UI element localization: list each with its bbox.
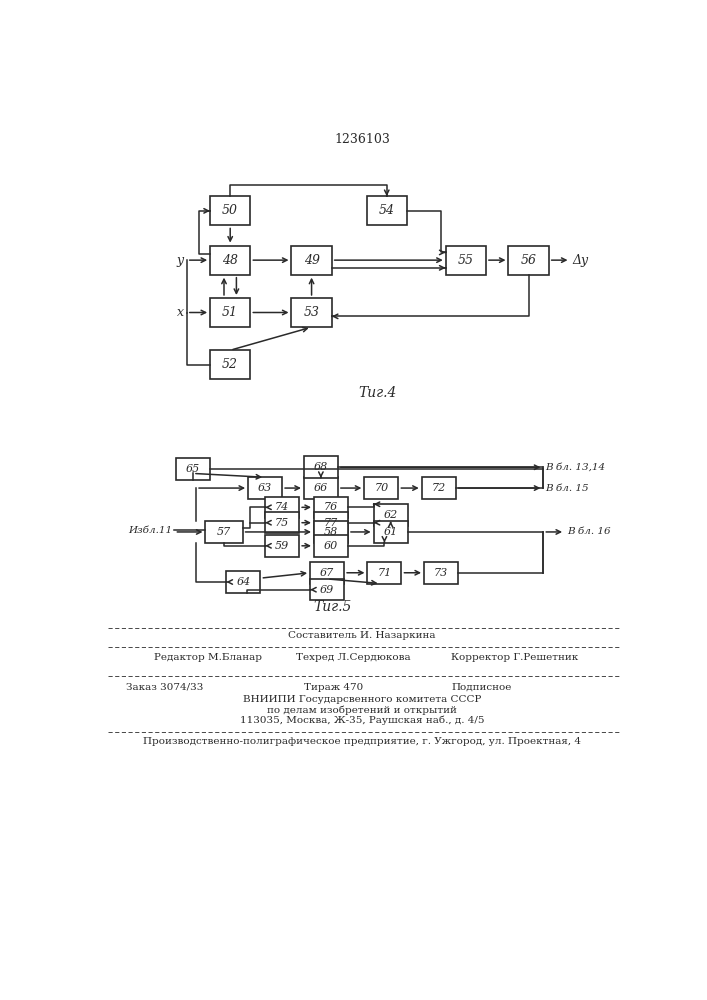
Text: 61: 61: [383, 527, 398, 537]
Text: 74: 74: [275, 502, 289, 512]
Bar: [373, 504, 408, 526]
Text: x: x: [177, 306, 184, 319]
Bar: [304, 456, 338, 478]
Bar: [421, 477, 456, 499]
Bar: [265, 497, 299, 518]
Bar: [248, 477, 282, 499]
Text: 54: 54: [379, 204, 395, 217]
Text: 50: 50: [222, 204, 238, 217]
Text: 68: 68: [314, 462, 328, 472]
Text: по делам изобретений и открытий: по делам изобретений и открытий: [267, 705, 457, 715]
Text: В бл. 16: В бл. 16: [567, 527, 611, 536]
Bar: [210, 350, 250, 379]
Text: ВНИИПИ Государсвенного комитета СССР: ВНИИПИ Государсвенного комитета СССР: [243, 695, 481, 704]
Text: 71: 71: [378, 568, 392, 578]
Text: 72: 72: [431, 483, 446, 493]
Text: Τиг.5: Τиг.5: [313, 600, 351, 614]
Text: Корректор Г.Решетник: Корректор Г.Решетник: [451, 653, 578, 662]
Text: 60: 60: [324, 541, 338, 551]
Bar: [210, 196, 250, 225]
Text: 76: 76: [324, 502, 338, 512]
Bar: [508, 246, 549, 275]
Bar: [424, 562, 458, 584]
Text: 77: 77: [324, 518, 338, 528]
Bar: [210, 246, 250, 275]
Bar: [206, 521, 243, 543]
Bar: [310, 579, 344, 600]
Text: Τиг.4: Τиг.4: [358, 386, 397, 400]
Text: 56: 56: [520, 254, 537, 267]
Bar: [373, 521, 408, 543]
Text: 52: 52: [222, 358, 238, 371]
Bar: [314, 535, 348, 557]
Text: Тираж 470: Тираж 470: [304, 683, 363, 692]
Bar: [291, 298, 332, 327]
Text: 49: 49: [303, 254, 320, 267]
Text: 67: 67: [320, 568, 334, 578]
Text: 48: 48: [222, 254, 238, 267]
Text: 53: 53: [303, 306, 320, 319]
Text: Производственно-полиграфическое предприятие, г. Ужгород, ул. Проектная, 4: Производственно-полиграфическое предприя…: [143, 737, 581, 746]
Text: В бл. 15: В бл. 15: [546, 484, 589, 493]
Text: 57: 57: [217, 527, 231, 537]
Bar: [367, 196, 407, 225]
Text: 63: 63: [258, 483, 272, 493]
Text: 64: 64: [236, 577, 250, 587]
Bar: [265, 535, 299, 557]
Bar: [210, 298, 250, 327]
Bar: [314, 512, 348, 533]
Text: 69: 69: [320, 585, 334, 595]
Bar: [176, 458, 210, 480]
Bar: [310, 562, 344, 584]
Text: Редактор М.Бланар: Редактор М.Бланар: [154, 653, 262, 662]
Text: 51: 51: [222, 306, 238, 319]
Text: 73: 73: [434, 568, 448, 578]
Bar: [291, 246, 332, 275]
Text: Избл.11: Избл.11: [128, 526, 172, 535]
Bar: [226, 571, 260, 593]
Text: Подписное: Подписное: [451, 683, 511, 692]
Text: 58: 58: [324, 527, 338, 537]
Bar: [304, 477, 338, 499]
Bar: [445, 246, 486, 275]
Text: 75: 75: [275, 518, 289, 528]
Text: 113035, Москва, Ж-35, Раушская наб., д. 4/5: 113035, Москва, Ж-35, Раушская наб., д. …: [240, 716, 484, 725]
Text: 55: 55: [458, 254, 474, 267]
Text: Δy: Δy: [573, 254, 589, 267]
Text: В бл. 13,14: В бл. 13,14: [546, 463, 606, 472]
Text: 70: 70: [374, 483, 388, 493]
Bar: [368, 562, 402, 584]
Bar: [314, 521, 348, 543]
Text: 1236103: 1236103: [334, 133, 390, 146]
Bar: [314, 497, 348, 518]
Text: 66: 66: [314, 483, 328, 493]
Bar: [265, 512, 299, 533]
Text: Составитель И. Назаркина: Составитель И. Назаркина: [288, 631, 436, 640]
Text: y: y: [177, 254, 184, 267]
Bar: [364, 477, 398, 499]
Text: Техред Л.Сердюкова: Техред Л.Сердюкова: [296, 653, 411, 662]
Text: Заказ 3074/33: Заказ 3074/33: [126, 683, 203, 692]
Text: 62: 62: [383, 510, 398, 520]
Text: 65: 65: [186, 464, 200, 474]
Text: 59: 59: [275, 541, 289, 551]
